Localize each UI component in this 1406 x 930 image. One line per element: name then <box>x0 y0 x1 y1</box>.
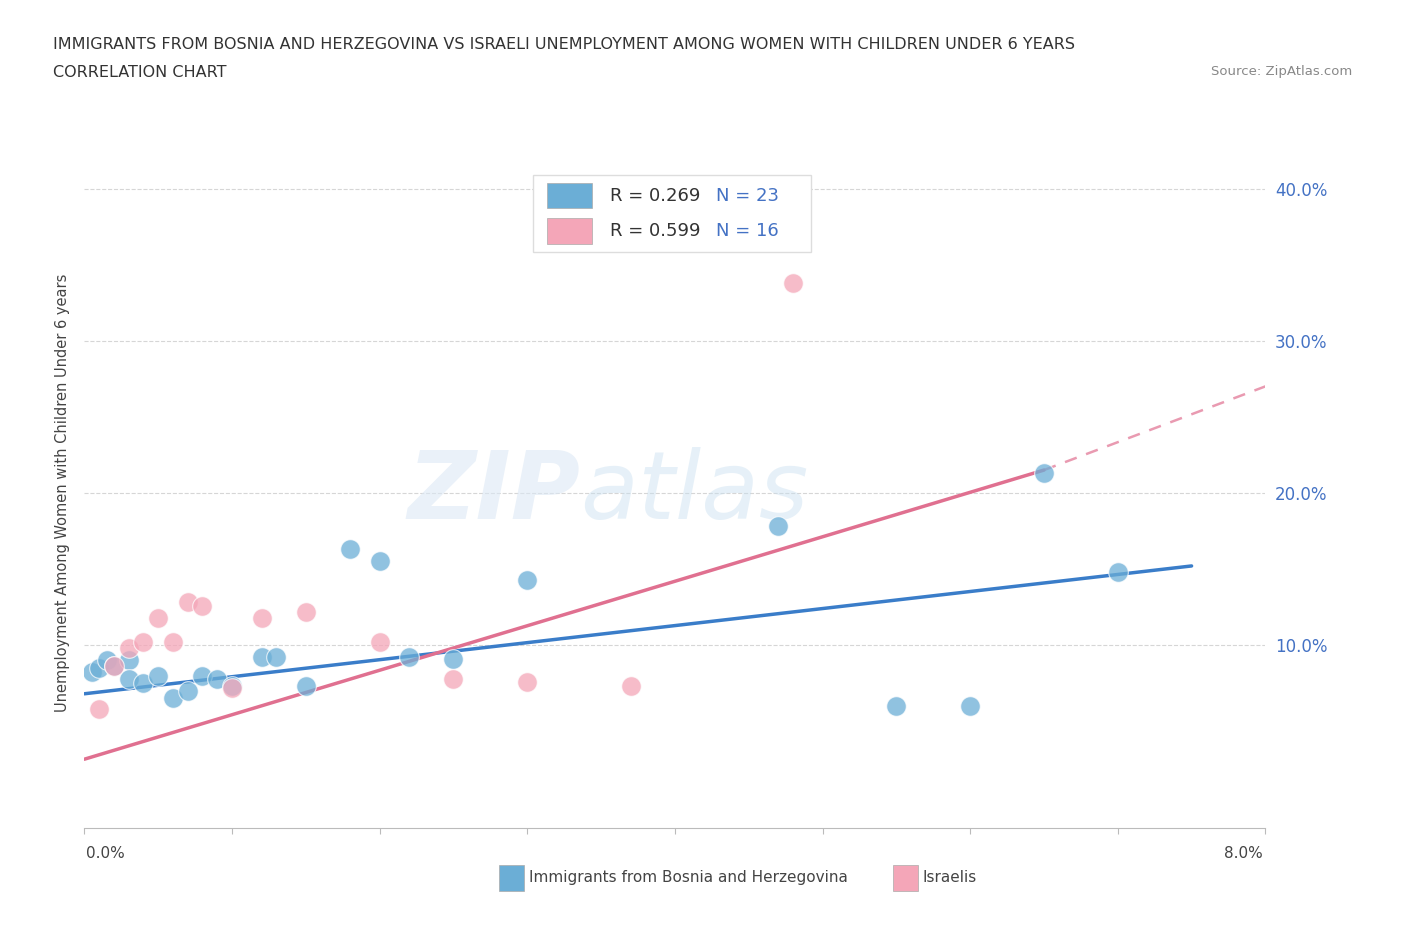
Point <box>368 554 391 569</box>
Point <box>443 651 465 666</box>
Point <box>619 679 641 694</box>
Point <box>221 679 243 694</box>
Text: N = 23: N = 23 <box>716 187 779 205</box>
Point <box>191 668 214 683</box>
Y-axis label: Unemployment Among Women with Children Under 6 years: Unemployment Among Women with Children U… <box>55 273 70 712</box>
Text: 0.0%: 0.0% <box>86 846 125 861</box>
Text: R = 0.599: R = 0.599 <box>610 222 700 240</box>
Point <box>768 519 790 534</box>
Point <box>148 668 170 683</box>
Text: CORRELATION CHART: CORRELATION CHART <box>53 65 226 80</box>
Point <box>162 691 184 706</box>
Point <box>398 650 420 665</box>
Point <box>118 641 141 656</box>
Point <box>516 674 538 689</box>
Text: Source: ZipAtlas.com: Source: ZipAtlas.com <box>1212 65 1353 78</box>
FancyBboxPatch shape <box>547 219 592 244</box>
Point <box>782 275 804 290</box>
Point <box>103 659 125 674</box>
Text: IMMIGRANTS FROM BOSNIA AND HERZEGOVINA VS ISRAELI UNEMPLOYMENT AMONG WOMEN WITH : IMMIGRANTS FROM BOSNIA AND HERZEGOVINA V… <box>53 37 1076 52</box>
Point <box>959 698 981 713</box>
Text: N = 16: N = 16 <box>716 222 779 240</box>
Point <box>1032 466 1054 481</box>
Text: ZIP: ZIP <box>408 447 581 538</box>
Point <box>132 676 155 691</box>
Point <box>118 653 141 668</box>
Point <box>250 610 273 625</box>
Point <box>80 665 103 680</box>
Point <box>132 634 155 649</box>
Point <box>1107 565 1129 579</box>
Point <box>148 610 170 625</box>
Point <box>87 660 111 675</box>
Point <box>250 650 273 665</box>
Point <box>191 598 214 613</box>
Text: Immigrants from Bosnia and Herzegovina: Immigrants from Bosnia and Herzegovina <box>529 870 848 885</box>
Point <box>443 671 465 686</box>
Point <box>96 653 118 668</box>
Point <box>118 671 141 686</box>
Point <box>162 634 184 649</box>
Point <box>87 701 111 716</box>
FancyBboxPatch shape <box>533 175 811 252</box>
Point <box>886 698 908 713</box>
FancyBboxPatch shape <box>547 183 592 208</box>
Point <box>177 684 200 698</box>
Point <box>103 659 125 674</box>
Point <box>177 595 200 610</box>
Point <box>205 671 228 686</box>
Point <box>295 604 318 619</box>
Text: atlas: atlas <box>581 447 808 538</box>
Point <box>221 680 243 695</box>
Point <box>339 542 361 557</box>
Point <box>295 679 318 694</box>
Point <box>516 572 538 587</box>
Text: Israelis: Israelis <box>922 870 977 885</box>
Point <box>264 650 288 665</box>
Point <box>368 634 391 649</box>
Text: 8.0%: 8.0% <box>1223 846 1263 861</box>
Text: R = 0.269: R = 0.269 <box>610 187 700 205</box>
